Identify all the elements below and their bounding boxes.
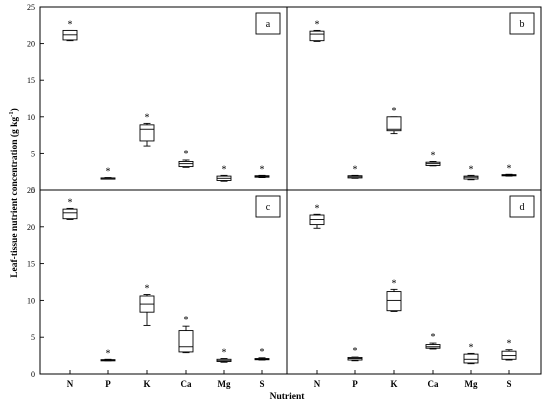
significance-star: * — [469, 164, 474, 175]
y-tick-label: 5 — [31, 149, 35, 158]
x-category-label: Mg — [465, 379, 478, 389]
box-N: * — [62, 19, 78, 42]
significance-star: * — [507, 163, 512, 174]
box-K: * — [139, 284, 155, 326]
box-body — [463, 353, 479, 364]
box-body — [386, 291, 402, 312]
box-body — [139, 124, 155, 142]
box-body — [309, 30, 325, 42]
y-tick-label: 10 — [27, 113, 35, 122]
x-category-label: P — [352, 379, 358, 389]
significance-star: * — [315, 19, 320, 30]
y-tick-label: 25 — [27, 3, 35, 12]
x-category-label: N — [314, 379, 321, 389]
x-category-label: P — [105, 379, 111, 389]
x-category-label: Mg — [218, 379, 231, 389]
panel-label: b — [520, 19, 525, 30]
significance-star: * — [353, 346, 358, 357]
panel-c: c 0 5 10 15 20 25 * N * P * K * Ca * Mg * S — [27, 186, 288, 389]
significance-star: * — [145, 112, 150, 123]
significance-star: * — [431, 150, 436, 161]
box-K: * — [386, 278, 402, 312]
panel-b: b * * * * * * — [286, 6, 542, 191]
panel-label-box — [255, 195, 281, 218]
y-tick-label: 15 — [27, 260, 35, 269]
box-Mg: * — [463, 342, 479, 365]
box-S: * — [254, 164, 270, 179]
box-N: * — [309, 203, 325, 229]
significance-star: * — [68, 197, 73, 208]
y-tick-label: 0 — [31, 370, 35, 379]
panel-label: d — [520, 202, 525, 213]
box-Ca: * — [178, 315, 194, 354]
y-tick-label: 10 — [27, 296, 35, 305]
box-P: * — [347, 164, 363, 179]
x-category-label: S — [259, 379, 264, 389]
box-S: * — [501, 163, 517, 177]
significance-star: * — [353, 164, 358, 175]
significance-star: * — [106, 167, 111, 178]
panel-label-box — [255, 12, 281, 35]
box-Ca: * — [425, 150, 441, 167]
significance-star: * — [392, 278, 397, 289]
panel-label: c — [266, 202, 271, 213]
significance-star: * — [315, 203, 320, 214]
box-P: * — [100, 348, 116, 362]
significance-star: * — [469, 342, 474, 353]
x-category-label: K — [143, 379, 150, 389]
y-tick-label: 25 — [27, 186, 35, 195]
y-tick-label: 0 — [31, 186, 35, 195]
panel-d: d * N * P * K * Ca * Mg * S — [286, 189, 542, 389]
significance-star: * — [184, 315, 189, 326]
box-P: * — [100, 167, 116, 180]
significance-star: * — [68, 19, 73, 30]
significance-star: * — [222, 164, 227, 175]
box-N: * — [309, 19, 325, 42]
box-body — [62, 208, 78, 220]
panel-a: a 0 5 10 15 20 25 * * * * * * — [27, 3, 288, 195]
box-S: * — [254, 347, 270, 361]
x-category-label: N — [67, 379, 74, 389]
panel-frame — [286, 189, 542, 375]
significance-star: * — [507, 339, 512, 350]
box-Mg: * — [216, 164, 232, 182]
x-axis-label: Nutrient — [270, 392, 306, 402]
panels-group: a 0 5 10 15 20 25 * * * * * * b * * * * * * c 0 5 10 15 20 25 * N * P *… — [27, 3, 542, 389]
x-category-label: K — [390, 379, 397, 389]
box-Ca: * — [425, 332, 441, 350]
box-Ca: * — [178, 149, 194, 168]
y-axis-label: Leaf-tissue nutrient concentration (g kg… — [8, 108, 20, 278]
box-K: * — [139, 112, 155, 147]
significance-star: * — [184, 149, 189, 160]
box-K: * — [386, 106, 402, 135]
x-category-label: Ca — [428, 379, 439, 389]
significance-star: * — [392, 106, 397, 117]
panel-label-box — [509, 12, 535, 35]
y-tick-label: 20 — [27, 223, 35, 232]
panel-label: a — [266, 19, 271, 30]
box-S: * — [501, 339, 517, 361]
significance-star: * — [106, 348, 111, 359]
panel-frame — [286, 6, 542, 191]
y-tick-label: 5 — [31, 333, 35, 342]
significance-star: * — [431, 332, 436, 343]
significance-star: * — [222, 348, 227, 359]
y-tick-label: 20 — [27, 40, 35, 49]
significance-star: * — [145, 284, 150, 295]
box-Mg: * — [463, 164, 479, 181]
y-tick-label: 15 — [27, 76, 35, 85]
box-N: * — [62, 197, 78, 220]
x-category-label: Ca — [181, 379, 192, 389]
box-body — [178, 330, 194, 353]
box-Mg: * — [216, 348, 232, 363]
x-category-label: S — [506, 379, 511, 389]
box-body — [386, 116, 402, 132]
significance-star: * — [260, 347, 265, 358]
panel-label-box — [509, 195, 535, 218]
box-P: * — [347, 346, 363, 362]
significance-star: * — [260, 164, 265, 175]
